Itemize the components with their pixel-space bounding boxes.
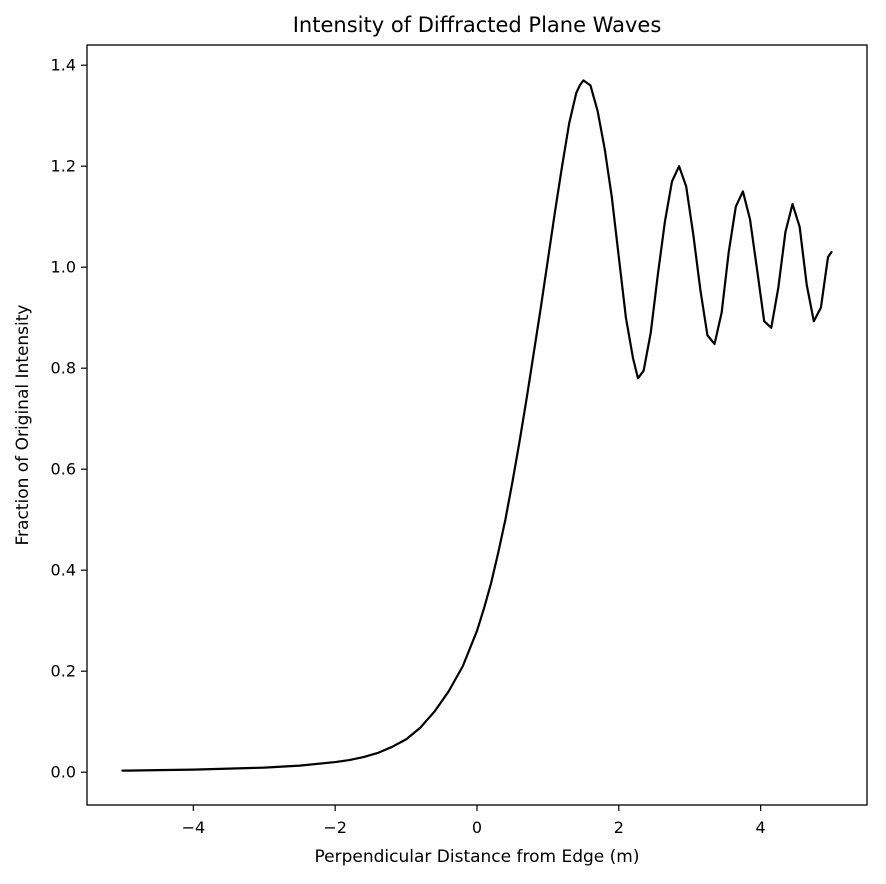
x-tick-label: −4 [182,818,206,837]
y-tick-label: 0.6 [51,460,76,479]
x-axis-label: Perpendicular Distance from Edge (m) [314,847,639,867]
x-axis-ticks: −4 −2 0 2 4 [182,805,766,837]
y-axis-ticks: 0.0 0.2 0.4 0.6 0.8 1.0 1.2 1.4 [51,56,87,782]
y-axis-label: Fraction of Original Intensity [13,305,33,546]
plot-frame [86,44,868,806]
y-tick-label: 1.2 [51,157,76,176]
x-tick-label: 2 [614,818,624,837]
intensity-series-line [121,79,833,772]
x-tick-label: 0 [472,818,482,837]
y-tick-label: 1.0 [51,258,76,277]
y-tick-label: 0.4 [51,561,76,580]
y-tick-label: 0.0 [51,763,76,782]
y-tick-label: 1.4 [51,56,76,75]
y-tick-label: 0.2 [51,662,76,681]
x-tick-label: −2 [323,818,347,837]
x-tick-label: 4 [756,818,766,837]
chart-title: Intensity of Diffracted Plane Waves [293,13,662,37]
y-tick-label: 0.8 [51,359,76,378]
plot-area [121,79,833,772]
